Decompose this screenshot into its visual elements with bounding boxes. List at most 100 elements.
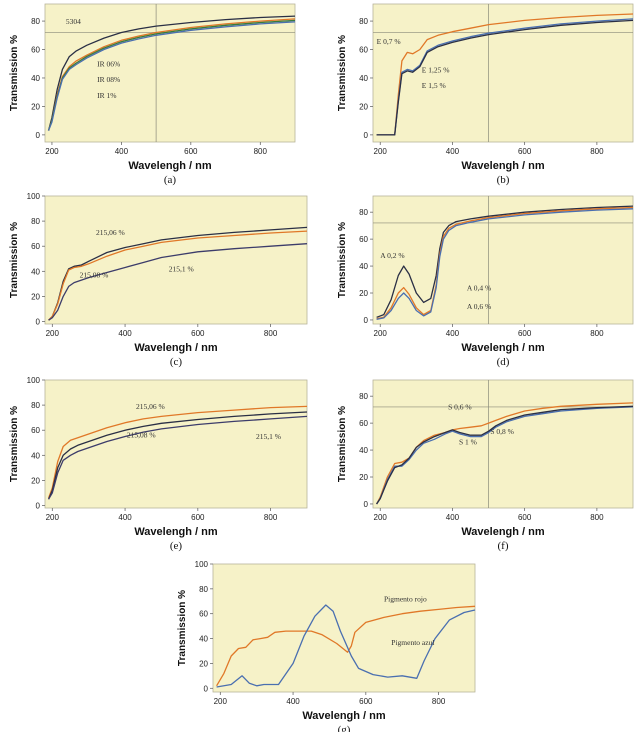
series-line-0 [47, 405, 308, 499]
y-tick-label: 0 [364, 131, 369, 140]
plot-area [372, 3, 634, 143]
y-axis-title: Transmission % [9, 222, 20, 298]
y-tick-label: 20 [31, 476, 40, 485]
y-tick-label: 0 [364, 500, 369, 509]
series-annotation: A 0,6 % [467, 302, 491, 311]
x-tick-label: 800 [590, 147, 604, 156]
series-annotation: S 0,6 % [448, 403, 472, 412]
x-axis-title: Wavelengh / nm [302, 710, 386, 722]
series-annotation: Pigmento rojo [384, 594, 427, 603]
y-tick-label: 40 [199, 635, 208, 644]
series-line-0 [376, 402, 634, 505]
y-tick-label: 0 [204, 684, 209, 693]
plot-area [212, 563, 476, 693]
series-annotation: 215,1 % [169, 264, 194, 273]
x-tick-label: 800 [264, 329, 278, 338]
series-annotation: 215,08 % [127, 431, 156, 440]
series-annotation: S 0,8 % [490, 427, 514, 436]
y-tick-label: 0 [36, 501, 41, 510]
x-tick-label: 400 [118, 513, 132, 522]
x-tick-label: 400 [446, 147, 460, 156]
y-tick-label: 40 [31, 451, 40, 460]
y-tick-label: 20 [359, 473, 368, 482]
y-tick-label: 80 [359, 17, 368, 26]
x-tick-label: 200 [374, 147, 388, 156]
y-tick-label: 0 [36, 317, 41, 326]
panel-caption: (f) [498, 540, 509, 552]
x-tick-label: 800 [590, 329, 604, 338]
series-line-2 [376, 405, 634, 505]
y-tick-label: 0 [364, 316, 369, 325]
series-annotation: IR 06% [97, 60, 120, 69]
chart-panel-b: 0 20 40 60 80 200 400 600 800 E 0,7 % E 1,25 % E 1,… [337, 3, 634, 186]
series-line-2 [48, 415, 308, 500]
x-tick-label: 600 [191, 513, 205, 522]
x-tick-label: 400 [446, 513, 460, 522]
y-tick-label: 80 [359, 208, 368, 217]
series-line-3 [47, 21, 296, 131]
x-tick-label: 800 [590, 513, 604, 522]
series-annotation: E 1,5 % [422, 81, 446, 90]
series-line-1 [48, 411, 308, 500]
y-tick-label: 60 [31, 426, 40, 435]
x-tick-label: 400 [446, 329, 460, 338]
series-annotation: E 0,7 % [377, 37, 401, 46]
y-tick-label: 40 [31, 267, 40, 276]
x-tick-label: 200 [214, 697, 228, 706]
panel-caption: (c) [170, 356, 183, 368]
x-tick-label: 600 [359, 697, 373, 706]
y-tick-label: 80 [31, 401, 40, 410]
y-tick-label: 40 [359, 74, 368, 83]
series-annotation: IR 1% [97, 91, 116, 100]
x-tick-label: 200 [45, 147, 59, 156]
series-line-0 [376, 205, 634, 318]
y-axis-title: Transmission % [337, 406, 348, 482]
y-axis-title: Transmission % [9, 35, 20, 111]
x-tick-label: 800 [432, 697, 446, 706]
x-tick-label: 800 [264, 513, 278, 522]
series-line-2 [48, 243, 308, 321]
panel-caption: (d) [497, 356, 510, 368]
series-line-0 [376, 13, 634, 136]
y-tick-label: 60 [31, 46, 40, 55]
y-tick-label: 40 [31, 74, 40, 83]
x-tick-label: 600 [518, 329, 532, 338]
series-annotation: A 0,4 % [467, 283, 491, 292]
x-tick-label: 400 [115, 147, 129, 156]
y-axis-title: Transmission % [337, 35, 348, 111]
x-tick-label: 200 [374, 329, 388, 338]
panel-caption: (g) [338, 724, 351, 732]
series-line-1 [48, 230, 308, 321]
y-tick-label: 60 [31, 242, 40, 251]
x-axis-title: Wavelengh / nm [461, 160, 545, 172]
x-axis-title: Wavelengh / nm [128, 160, 212, 172]
series-annotation: 215,06 % [96, 228, 125, 237]
series-line-2 [376, 19, 634, 136]
panel-caption: (b) [497, 174, 510, 186]
x-axis-title: Wavelengh / nm [461, 342, 545, 354]
plot-area [44, 3, 296, 143]
x-tick-label: 600 [518, 147, 532, 156]
x-tick-label: 200 [46, 329, 60, 338]
y-tick-label: 80 [31, 217, 40, 226]
x-axis-title: Wavelengh / nm [134, 342, 218, 354]
x-tick-label: 600 [184, 147, 198, 156]
plot-area [44, 379, 308, 509]
y-axis-title: Transmission % [177, 590, 188, 666]
series-annotation: 5304 [66, 17, 81, 26]
series-annotation: S 1 % [459, 438, 477, 447]
chart-panel-d: 0 20 40 60 80 200 400 600 800 A 0,2 % A 0,4 % A 0,6… [337, 195, 634, 368]
y-tick-label: 20 [199, 659, 208, 668]
series-annotation: IR 08% [97, 75, 120, 84]
x-tick-label: 200 [46, 513, 60, 522]
y-tick-label: 40 [359, 262, 368, 271]
y-tick-label: 40 [359, 446, 368, 455]
x-tick-label: 200 [374, 513, 388, 522]
x-tick-label: 400 [286, 697, 300, 706]
panel-caption: (a) [164, 174, 177, 186]
y-tick-label: 60 [359, 235, 368, 244]
x-tick-label: 600 [191, 329, 205, 338]
series-annotation: 215,06 % [136, 402, 165, 411]
y-tick-label: 20 [31, 292, 40, 301]
chart-panel-g: 0 20 40 60 80 100 200 400 600 800 Pigmento rojo Pig… [177, 560, 476, 732]
